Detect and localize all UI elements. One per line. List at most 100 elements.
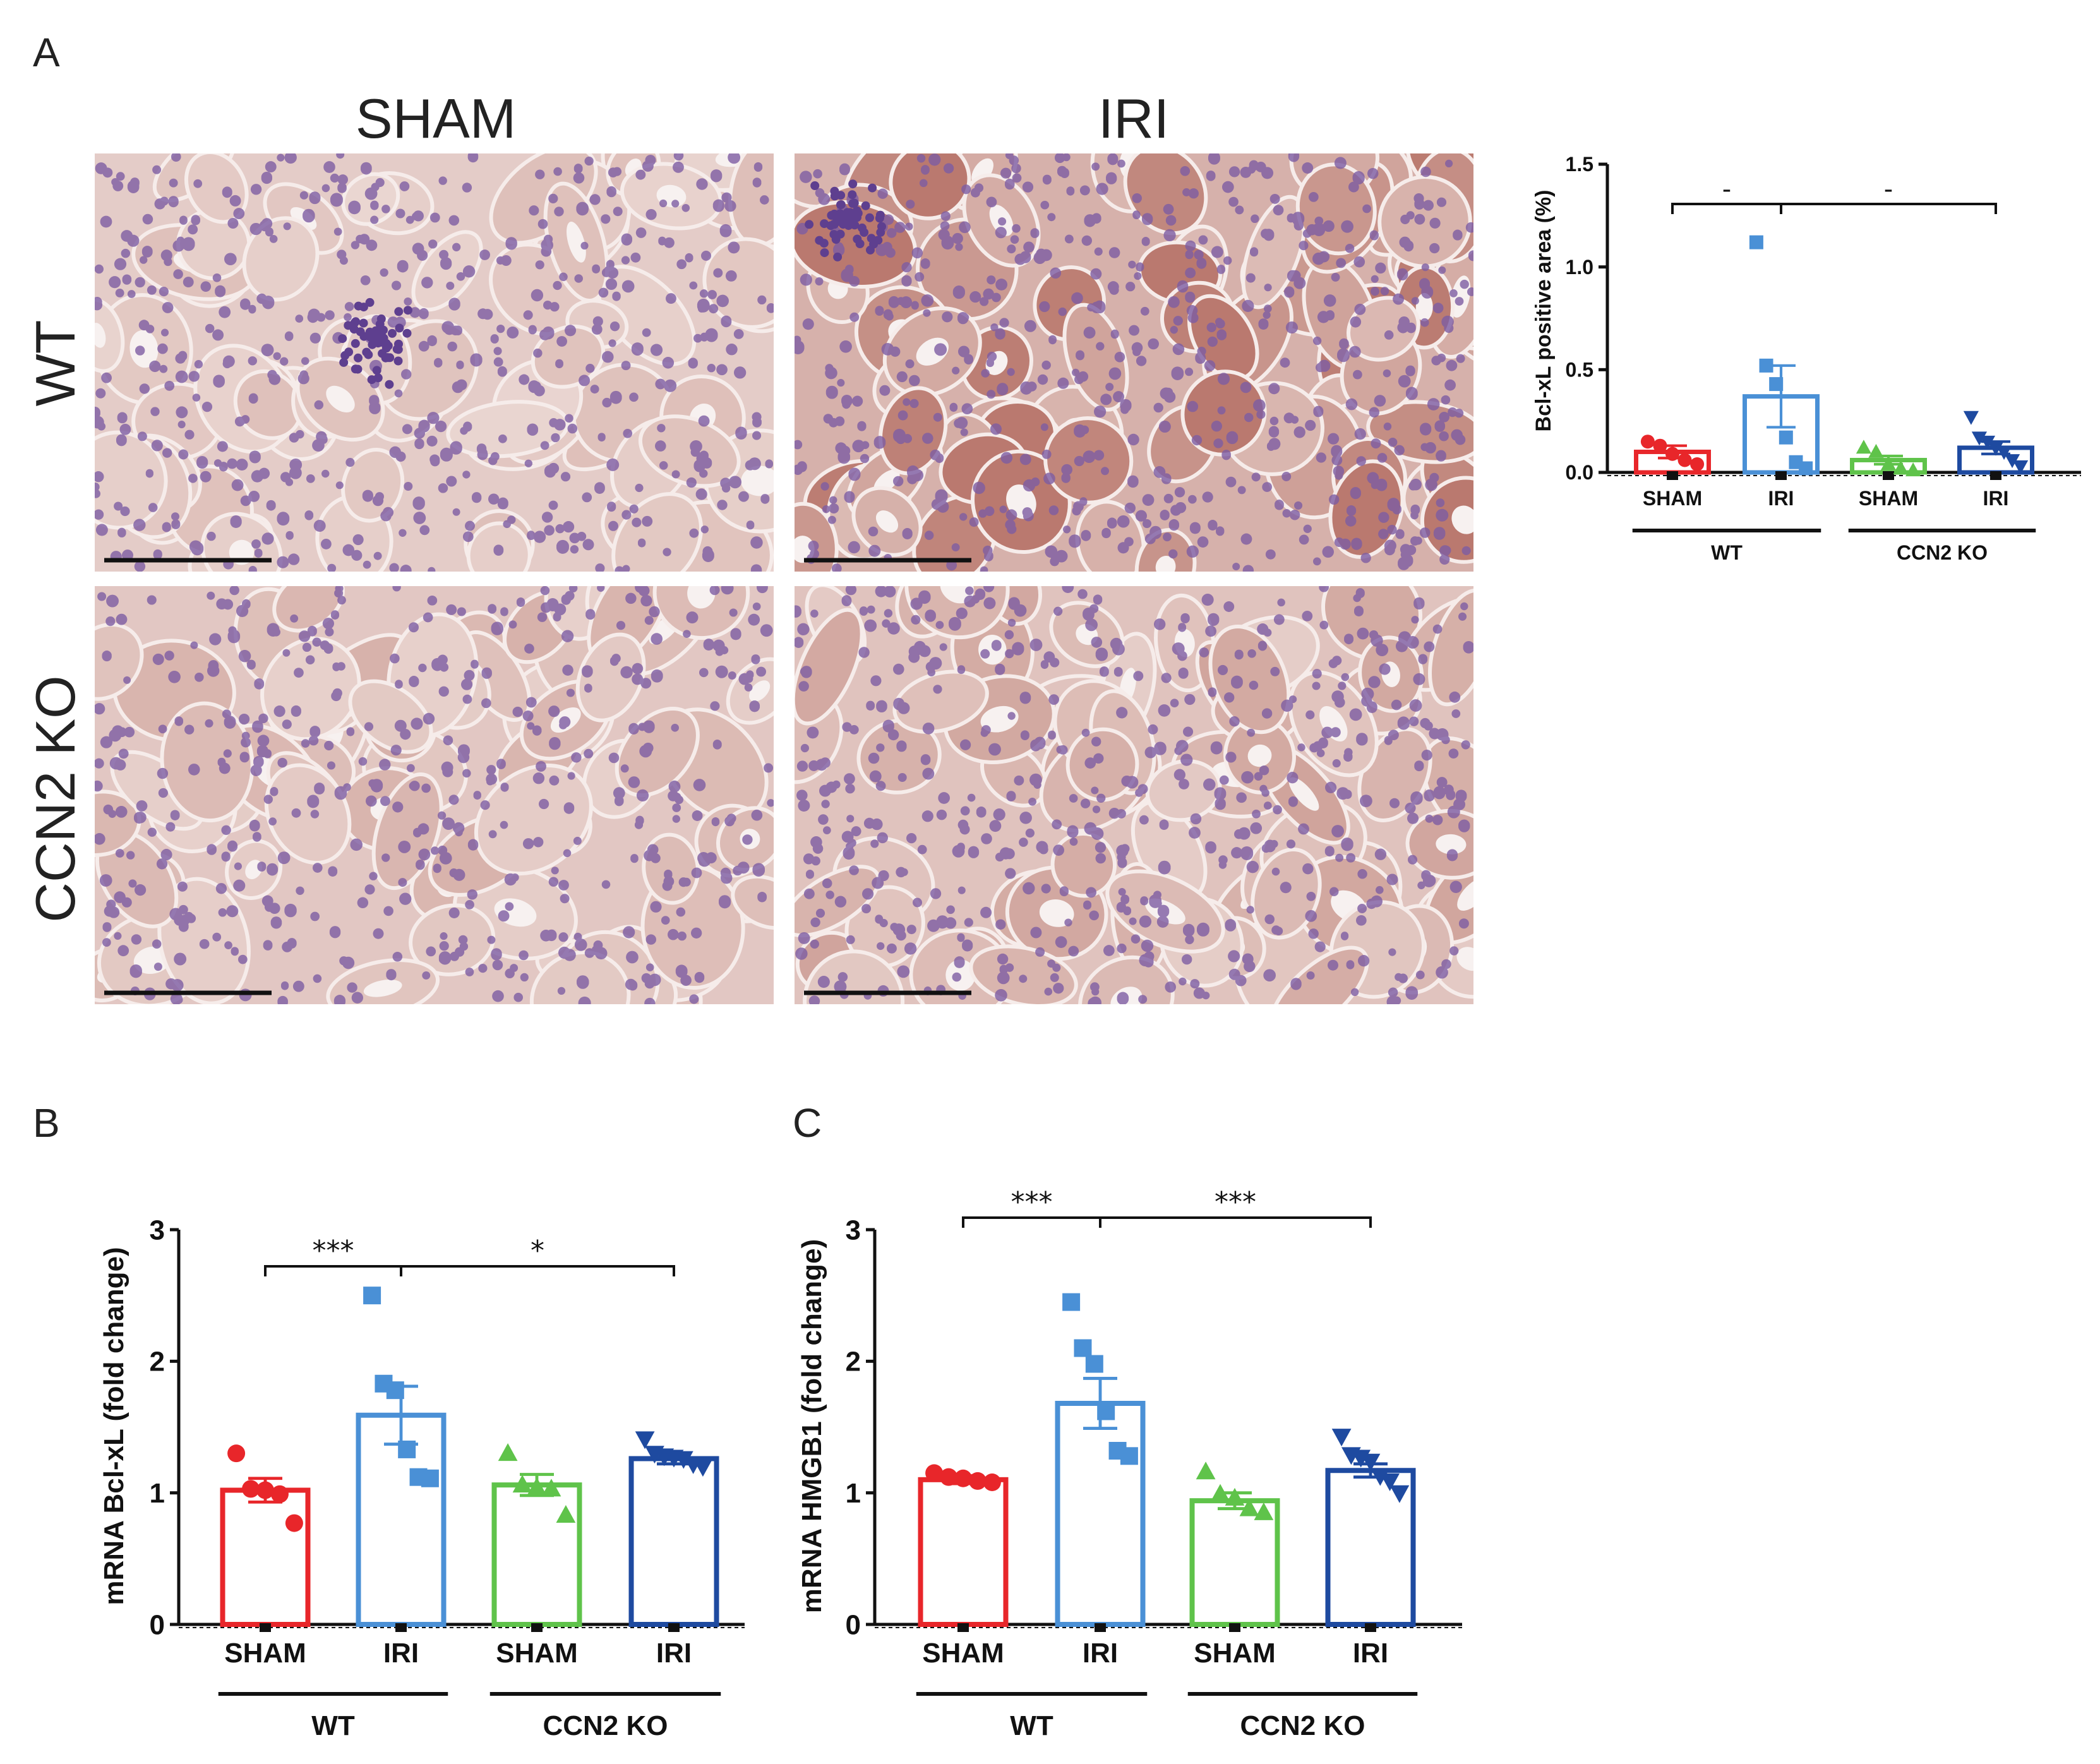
x-tick	[957, 1623, 969, 1632]
x-tick	[1229, 1623, 1240, 1632]
data-point	[1749, 235, 1763, 249]
tubule	[95, 430, 168, 530]
data-point	[925, 1464, 944, 1482]
tubule	[446, 400, 570, 459]
tubule	[348, 679, 433, 754]
data-point	[527, 1477, 547, 1496]
x-tick	[1990, 471, 2001, 480]
tubule-lumen	[326, 385, 355, 413]
tubule-lumen	[1457, 877, 1473, 911]
y-tick-label: 0.5	[1566, 359, 1593, 381]
panel-label-a: A	[33, 30, 60, 75]
bar-sham-2	[491, 1482, 582, 1628]
group-label-ccn2-ko: CCN2 KO	[1240, 1710, 1365, 1741]
tubule-lumen	[1288, 777, 1319, 811]
x-category-label: SHAM	[1194, 1638, 1276, 1669]
data-point	[1097, 1402, 1115, 1420]
tubule	[1241, 195, 1307, 309]
data-point	[983, 1473, 1001, 1491]
data-point	[1893, 460, 1909, 474]
y-tick-label: 2	[846, 1347, 861, 1377]
x-tick	[668, 1623, 680, 1632]
tubule-lumen	[1451, 505, 1473, 534]
significance-bracket	[1671, 203, 1782, 214]
bar-iri-1	[1055, 1401, 1146, 1627]
data-point	[693, 1459, 713, 1477]
data-point	[1254, 1502, 1274, 1520]
tubule-lumen	[875, 510, 899, 533]
nuclei	[795, 586, 1473, 1004]
glomerulus	[338, 297, 412, 389]
data-point	[1062, 1293, 1081, 1311]
data-point	[2004, 454, 2020, 469]
row-header-wt: WT	[24, 320, 87, 407]
bar-sham-0	[220, 1487, 311, 1627]
x-category-label: SHAM	[224, 1638, 306, 1669]
y-tick-label: 0	[150, 1609, 165, 1640]
tubule	[1428, 588, 1473, 707]
panel-label-b: B	[33, 1100, 60, 1146]
data-point	[1196, 1461, 1216, 1480]
data-point	[1331, 1429, 1352, 1447]
micrograph-ccn2-ko-iri	[795, 586, 1473, 1004]
group-label-wt: WT	[1010, 1710, 1053, 1741]
tubule-lumen	[1247, 744, 1272, 767]
data-point	[1677, 453, 1692, 467]
tubule	[575, 632, 646, 723]
tubule	[795, 865, 881, 938]
data-point	[1380, 1473, 1400, 1492]
tubule-lumen	[1155, 555, 1176, 572]
x-category-label: IRI	[656, 1638, 692, 1669]
data-point	[386, 1381, 404, 1400]
x-tick	[1667, 471, 1678, 480]
y-tick-label: 0.0	[1566, 461, 1593, 484]
tubule-lumen	[687, 586, 716, 609]
micrograph-wt-iri	[795, 153, 1473, 572]
tubule	[529, 950, 631, 1004]
data-point	[1074, 1339, 1092, 1357]
data-point	[1769, 377, 1784, 392]
y-tick-label: 0	[846, 1609, 861, 1640]
group-label-ccn2-ko: CCN2 KO	[1897, 541, 1988, 564]
x-tick	[395, 1623, 407, 1632]
significance-label: ***	[313, 1235, 354, 1267]
data-point	[556, 1504, 576, 1523]
panel-label-c: C	[793, 1100, 822, 1146]
tubule	[879, 386, 948, 476]
data-point	[1653, 438, 1667, 453]
data-point	[1868, 443, 1884, 458]
nuclei	[95, 153, 774, 572]
group-label-ccn2-ko: CCN2 KO	[543, 1710, 668, 1741]
tubule-lumen	[940, 586, 975, 604]
data-point	[1799, 461, 1813, 476]
tubule-lumen	[567, 221, 586, 263]
micrograph-wt-sham	[95, 153, 774, 572]
data-point	[940, 1468, 958, 1486]
significance-label: *	[531, 1235, 544, 1267]
data-point	[1120, 1447, 1138, 1465]
tubule	[1145, 759, 1222, 822]
data-point	[968, 1472, 987, 1490]
data-point	[1856, 440, 1871, 454]
y-tick-label: 1.5	[1566, 153, 1593, 176]
tubule	[803, 949, 905, 1004]
tubule	[233, 369, 303, 440]
data-point	[1690, 457, 1705, 471]
data-point	[256, 1481, 274, 1499]
x-tick	[260, 1623, 271, 1632]
data-point	[1210, 1484, 1230, 1502]
y-axis-label: Bcl-xL positive area (%)	[1532, 190, 1556, 432]
chart-bclxl-positive-area: 0.0 0.5 1.0 1.5 Bcl-xL positive area (%) SHAM…	[1532, 153, 2081, 564]
data-point	[1971, 431, 1988, 446]
x-tick	[1883, 471, 1894, 480]
tubule-lumen	[749, 680, 771, 702]
bar-iri-3	[628, 1456, 719, 1627]
tubule-lumen	[1436, 834, 1467, 855]
tubule-lumen	[363, 980, 402, 997]
x-category-label: IRI	[383, 1638, 419, 1669]
data-point	[421, 1469, 439, 1487]
x-category-label: SHAM	[922, 1638, 1004, 1669]
y-tick-label: 1	[846, 1478, 861, 1509]
data-point	[1996, 446, 2012, 460]
y-tick-label: 1	[150, 1478, 165, 1509]
